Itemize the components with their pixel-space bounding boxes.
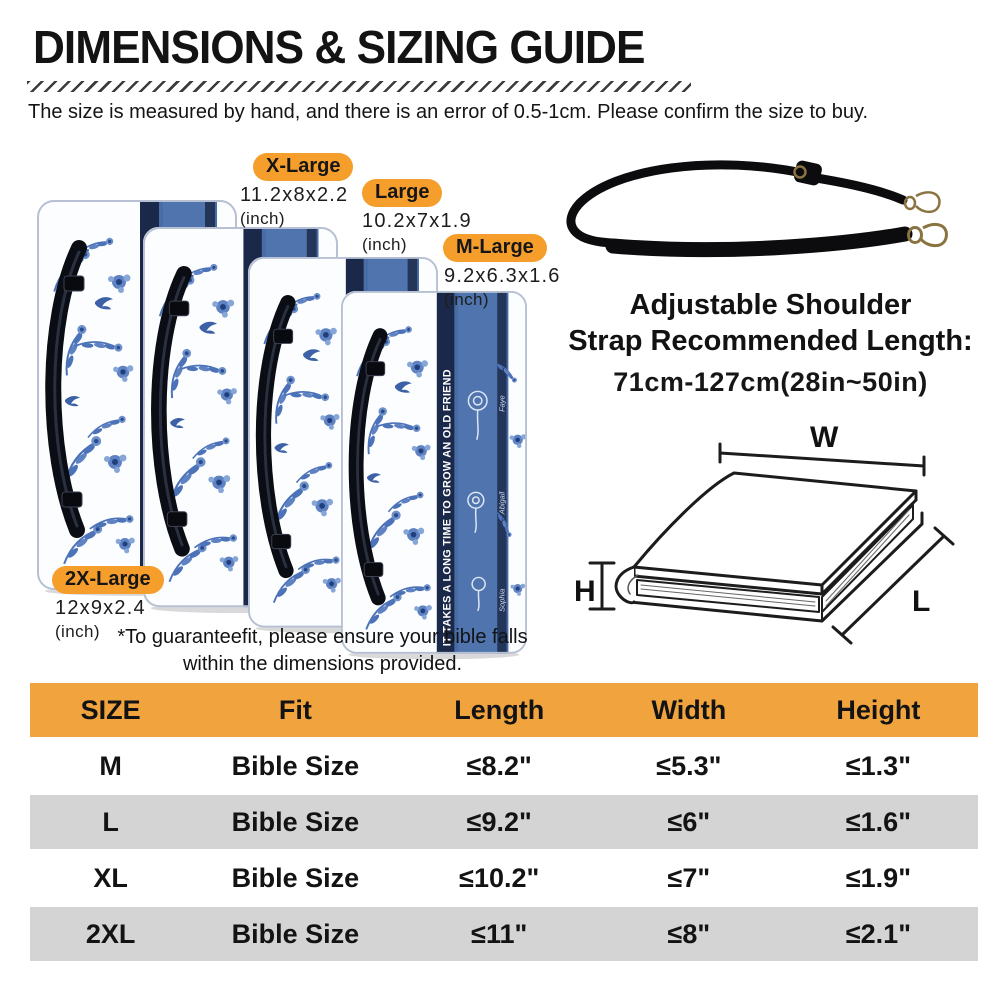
- shoulder-strap-image: [566, 160, 948, 258]
- size-badge-large: Large: [362, 179, 443, 207]
- size-badge-x-large: X-Large: [253, 153, 354, 181]
- length-label: L: [912, 585, 930, 618]
- fit-guarantee-note: *To guaranteefit, please ensure your bib…: [117, 626, 528, 675]
- table-row-m: M Bible Size ≤8.2" ≤5.3" ≤1.3": [30, 739, 978, 793]
- size-badge-m-large: M-Large: [443, 234, 547, 262]
- strap-heading: Adjustable Shoulder Strap Recommended Le…: [568, 289, 973, 357]
- header-size: SIZE: [80, 694, 141, 725]
- size-table: SIZE Fit Length Width Height M Bible Siz…: [30, 683, 978, 963]
- strap-ring-icon: [903, 195, 917, 211]
- height-label: H: [574, 575, 596, 608]
- table-row-xl: XL Bible Size ≤10.2" ≤7" ≤1.9": [30, 851, 978, 905]
- size-dims-x-large: 11.2x8x2.2 (inch): [240, 184, 349, 228]
- book-dimension-diagram: H W L: [574, 421, 955, 645]
- strap-length-range: 71cm-127cm(28in~50in): [613, 367, 928, 397]
- table-row-l: L Bible Size ≤9.2" ≤6" ≤1.6": [30, 795, 978, 849]
- clasp-hook-icon: [919, 222, 948, 248]
- size-badge-2x-large: 2X-Large: [52, 566, 164, 594]
- hatch-divider: [27, 81, 691, 92]
- size-dims-large: 10.2x7x1.9 (inch): [362, 210, 472, 254]
- header-length: Length: [454, 694, 545, 725]
- page-title: DIMENSIONS & SIZING GUIDE: [33, 21, 645, 73]
- width-label: W: [810, 421, 839, 454]
- header-height: Height: [836, 694, 921, 725]
- strap-ring-icon: [907, 226, 923, 244]
- measurement-disclaimer: The size is measured by hand, and there …: [28, 101, 869, 123]
- strap-ring-icon: [793, 165, 807, 179]
- clasp-hook-icon: [915, 191, 941, 214]
- size-dims-m-large: 9.2x6.3x1.6 (inch): [444, 265, 561, 309]
- header-width: Width: [651, 694, 727, 725]
- size-dims-2x-large: 12x9x2.4 (inch): [55, 597, 146, 641]
- table-row-2xl: 2XL Bible Size ≤11" ≤8" ≤2.1": [30, 907, 978, 961]
- size-table-header-row: SIZE Fit Length Width Height: [30, 683, 978, 737]
- header-fit: Fit: [278, 694, 312, 725]
